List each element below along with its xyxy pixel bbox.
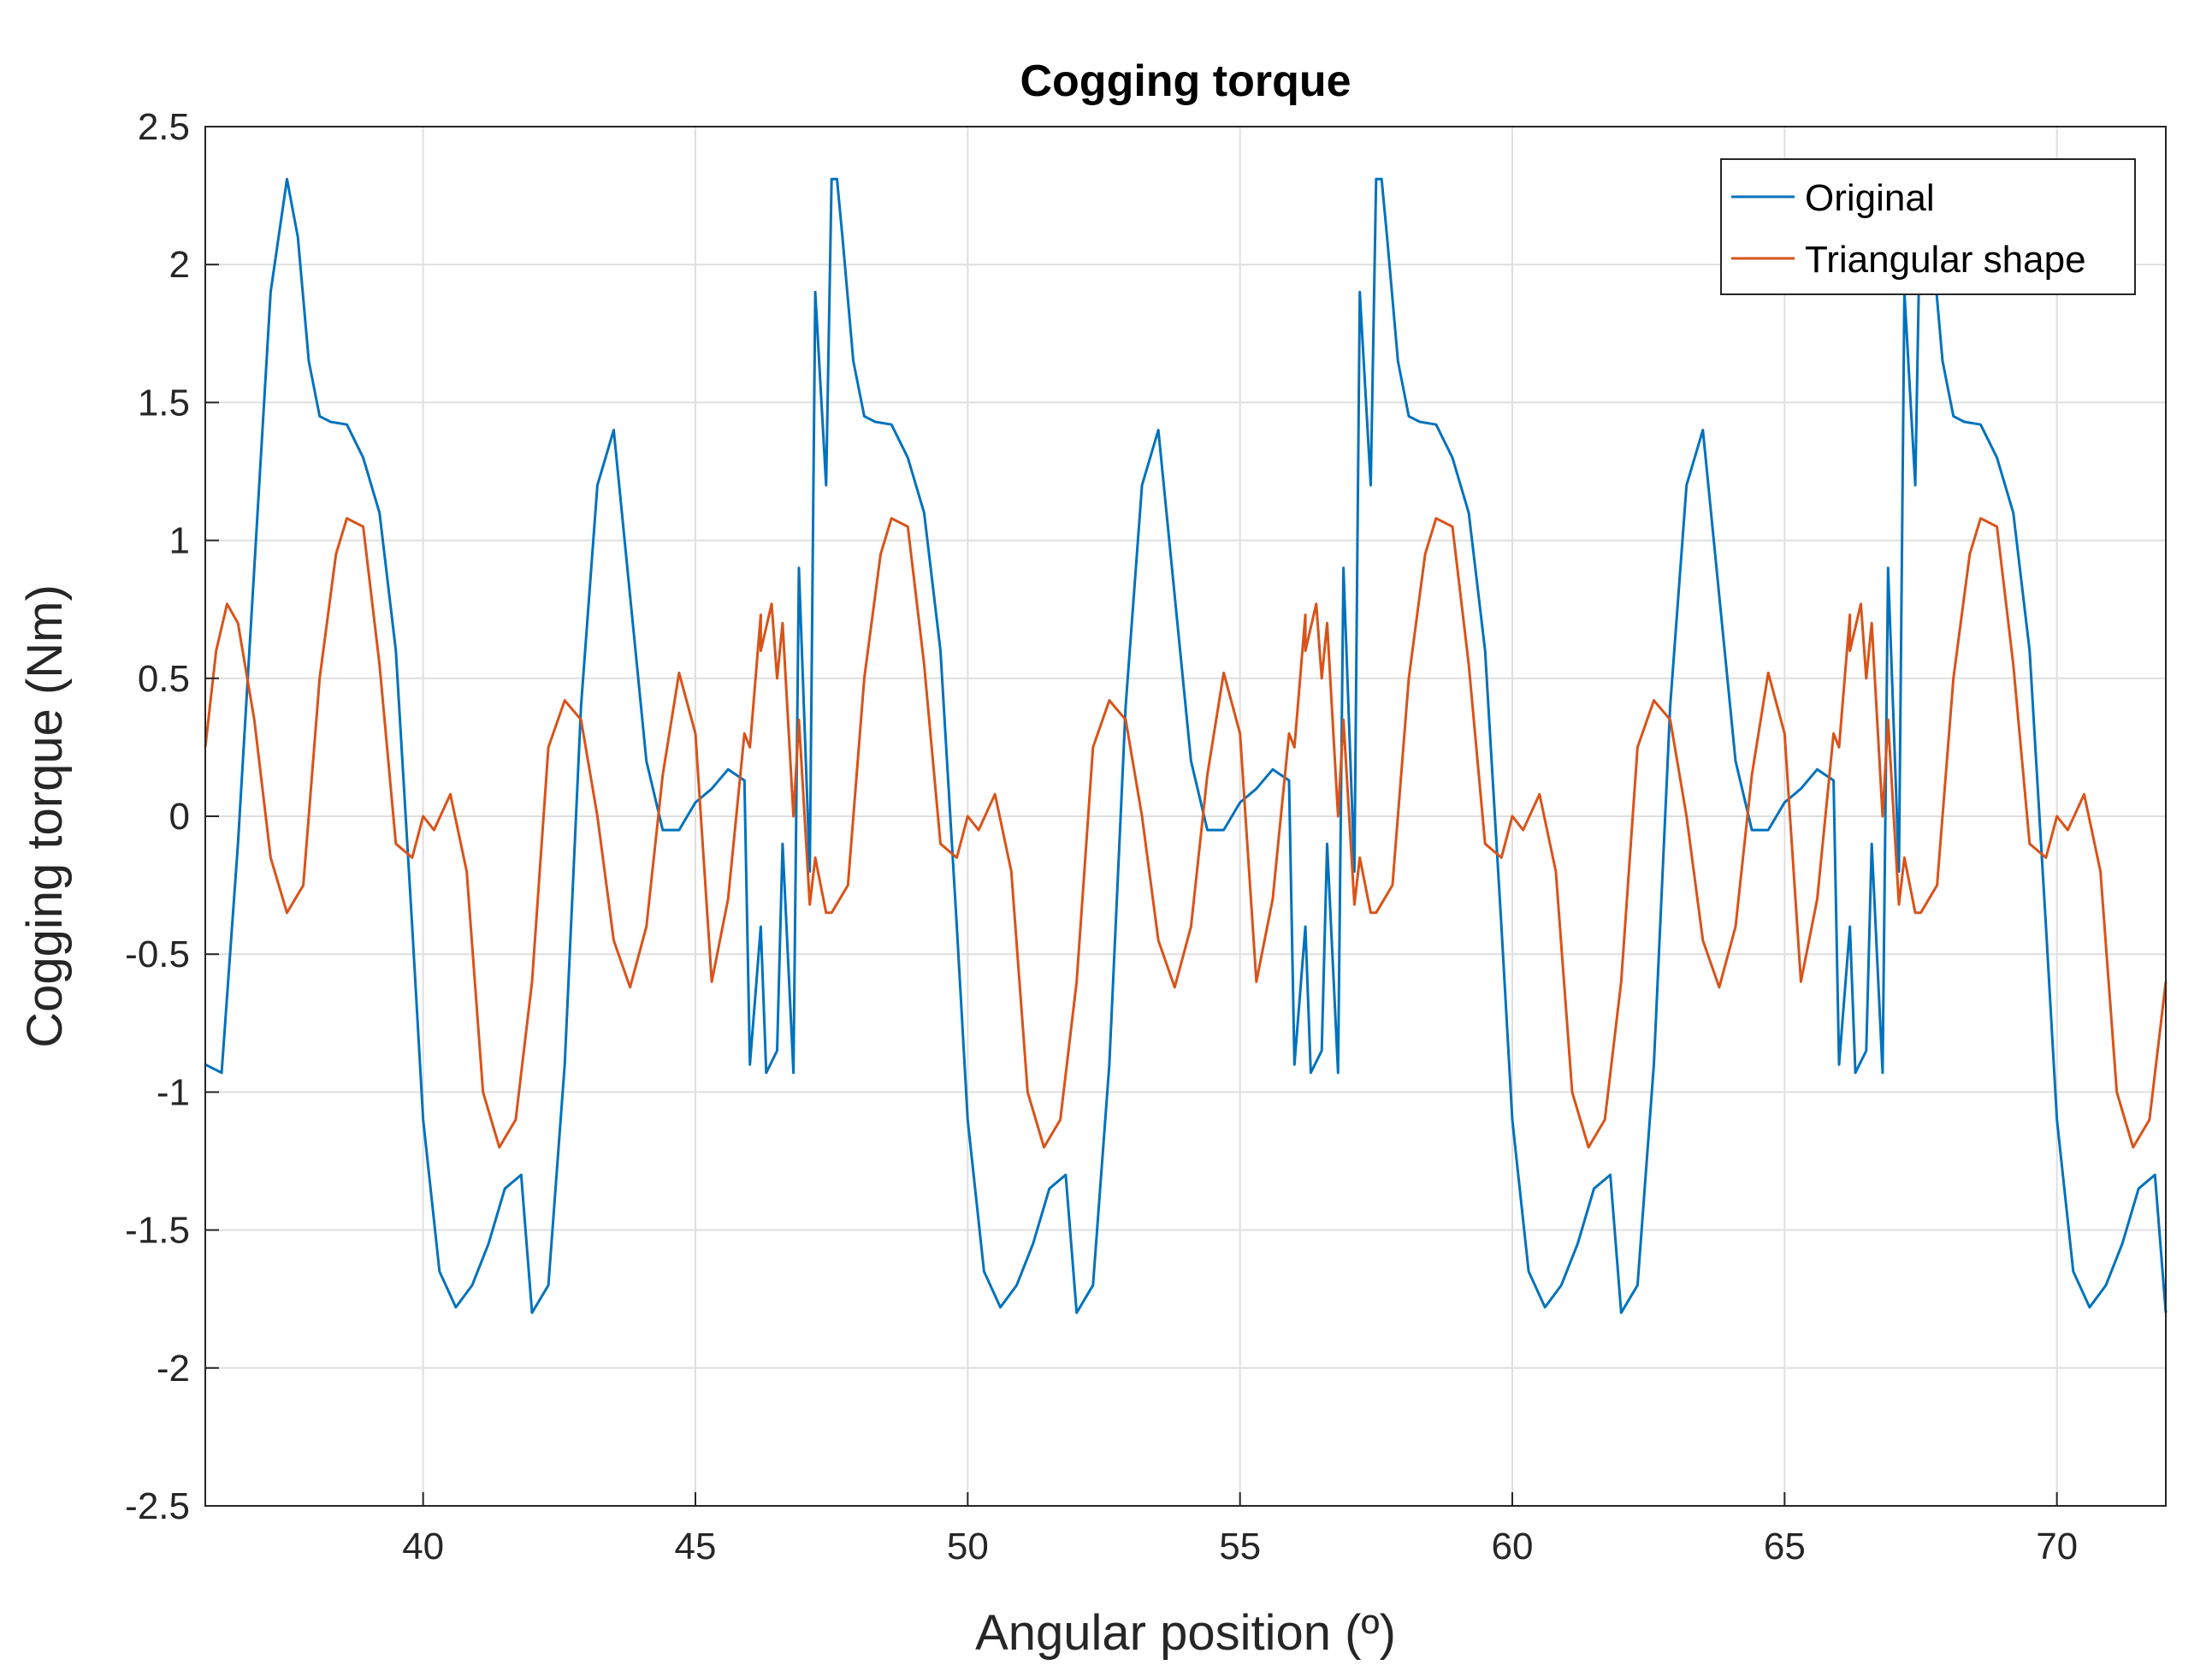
- x-tick-label: 70: [2036, 1526, 2078, 1567]
- x-tick-label: 45: [675, 1526, 717, 1567]
- y-tick-label: 0: [169, 796, 190, 838]
- series-line-triangular-shape: [204, 517, 2168, 1149]
- legend-label-original: Original: [1805, 177, 1935, 219]
- y-tick-label: 1: [169, 520, 190, 562]
- y-axis-label: Cogging torque (Nm): [17, 584, 73, 1048]
- series-layer: [204, 177, 2168, 1314]
- legend: Original Triangular shape: [1720, 158, 2136, 295]
- y-tick-label: -0.5: [125, 933, 190, 975]
- x-tick-label: 55: [1219, 1526, 1261, 1567]
- x-axis-label: Angular position (º): [975, 1605, 1396, 1661]
- grid-layer: [205, 126, 2166, 1507]
- x-tick-label: 60: [1492, 1526, 1534, 1567]
- y-tick-label: 1.5: [138, 382, 190, 424]
- x-tick-label: 65: [1764, 1526, 1806, 1567]
- x-tick-label: 40: [402, 1526, 444, 1567]
- y-tick-label: 2.5: [138, 106, 190, 148]
- y-tick-label: -1: [157, 1071, 190, 1113]
- series-line-original: [204, 177, 2168, 1314]
- y-tick-label: -1.5: [125, 1210, 190, 1252]
- y-tick-label: 0.5: [138, 658, 190, 700]
- legend-label-triangular: Triangular shape: [1805, 239, 2086, 281]
- y-tick-label: -2: [157, 1348, 190, 1390]
- x-tick-label: 50: [947, 1526, 989, 1567]
- tick-layer: 40 45 50 55 60 65 70 -2.5 -2 -1.5 -1 -0.5 0 0.5 1 1.5 2 2…: [125, 106, 2078, 1567]
- y-tick-label: 2: [169, 244, 190, 286]
- y-tick-label: -2.5: [125, 1485, 190, 1527]
- legend-box: [1720, 158, 2136, 295]
- chart-title: Cogging torque: [1020, 56, 1351, 106]
